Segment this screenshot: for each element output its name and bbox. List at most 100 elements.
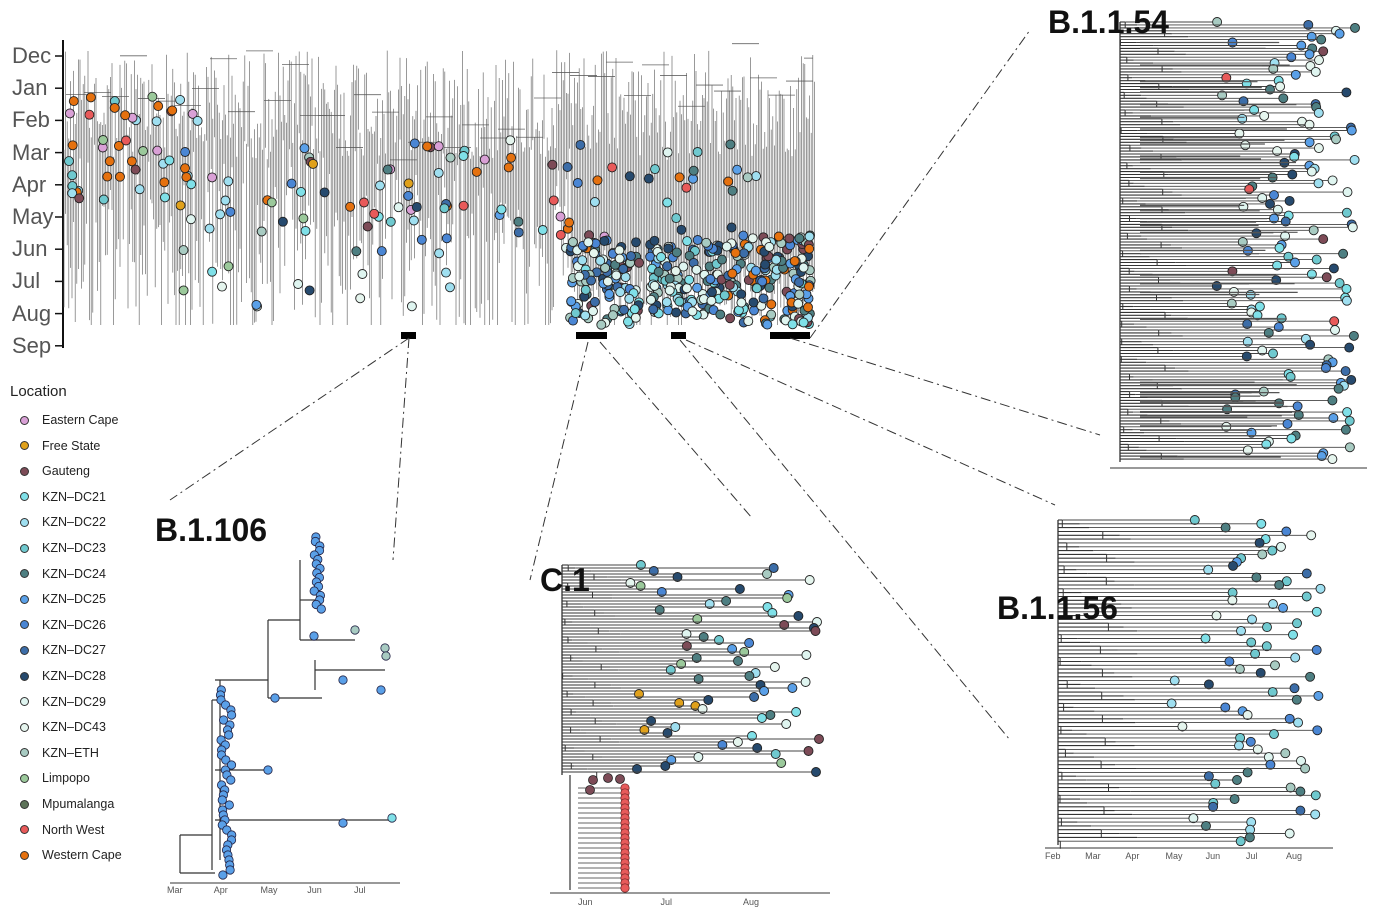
tip-dot <box>1220 702 1231 713</box>
legend-swatch <box>20 569 29 579</box>
tip-dot <box>624 171 635 182</box>
tip-dot <box>1262 622 1272 633</box>
tip-dot <box>1227 595 1238 606</box>
clade-label-b1156: B.1.1.56 <box>997 590 1118 626</box>
tip-dot <box>496 204 507 215</box>
tip-dot <box>1301 591 1312 602</box>
tip-dot <box>656 252 667 262</box>
tip-dot <box>794 277 805 288</box>
tip-dot <box>64 108 75 119</box>
tip-dot <box>1244 832 1255 843</box>
tip-dot <box>615 287 626 298</box>
tip-dot <box>441 233 452 244</box>
tip-dot <box>1340 366 1351 377</box>
tip-dot <box>67 140 78 151</box>
tip-dot <box>1242 445 1253 456</box>
tip-dot <box>503 162 514 173</box>
legend-swatch <box>20 645 29 655</box>
tip-dot <box>1285 371 1296 382</box>
tip-dot <box>727 185 738 196</box>
tip-dot <box>747 731 757 741</box>
tip-dot <box>458 200 469 211</box>
tip-dot <box>649 280 660 291</box>
tip-dot <box>1301 568 1312 579</box>
tip-dot <box>691 264 702 275</box>
legend-swatch <box>20 441 29 451</box>
tip-dot <box>1331 134 1341 145</box>
axis-tick-label: Feb <box>1045 851 1061 861</box>
tip-dot <box>1313 178 1324 189</box>
tip-dot <box>811 767 821 777</box>
tip-dot <box>298 213 309 224</box>
tip-dot <box>580 284 591 295</box>
tip-dot <box>715 309 726 320</box>
legend-label: KZN–DC29 <box>42 694 106 709</box>
tip-dot <box>296 186 306 197</box>
tip-dot <box>619 304 629 315</box>
tip-dot <box>120 110 131 121</box>
tip-dot <box>1285 782 1296 793</box>
tip-dot <box>1220 522 1231 533</box>
tip-dot <box>1341 207 1352 218</box>
tip-dot <box>681 182 692 193</box>
tip-dot <box>256 226 267 237</box>
tip-dot <box>603 773 613 783</box>
tip-dot <box>121 135 131 146</box>
tip-dot <box>1228 560 1238 571</box>
tip-dot <box>1340 424 1351 435</box>
tip-dot <box>1284 195 1295 206</box>
tip-dot <box>1280 748 1291 759</box>
tip-dot <box>632 764 642 774</box>
tip-dot <box>304 285 315 296</box>
clade-marker-bar <box>576 332 607 339</box>
tip-dot <box>803 746 814 756</box>
tip-dot <box>416 234 427 245</box>
tip-dot <box>671 307 682 318</box>
tip-dot <box>1256 518 1267 529</box>
tip-dot <box>730 247 741 258</box>
tip-dot <box>1252 744 1263 755</box>
legend-item: KZN–DC29 <box>20 692 106 712</box>
tip-dot <box>1242 767 1253 778</box>
tip-dot <box>719 290 730 301</box>
tip-dot <box>604 289 615 300</box>
tip-dot <box>585 785 595 795</box>
tip-dot <box>1258 386 1269 397</box>
tip-dot <box>1344 415 1355 426</box>
tip-dot <box>787 683 798 693</box>
tip-dot <box>1249 105 1260 115</box>
tip-dot <box>692 147 703 157</box>
legend-label: KZN–DC28 <box>42 669 106 683</box>
tip-dot <box>175 94 186 105</box>
tip-dot <box>1341 295 1352 306</box>
tip-dot <box>764 282 775 293</box>
tip-dot <box>793 298 804 309</box>
tip-dot <box>1338 248 1349 259</box>
tip-dot <box>698 632 709 642</box>
tip-dot <box>674 698 685 708</box>
legend-item: KZN–DC22 <box>20 512 106 532</box>
tip-dot <box>801 650 812 660</box>
tip-dot <box>433 167 444 178</box>
tip-dot <box>1304 119 1315 130</box>
tip-dot <box>1234 664 1245 675</box>
tip-dot <box>1310 809 1321 820</box>
tip-dot <box>1280 231 1291 242</box>
tip-dot <box>180 147 191 157</box>
tip-dot <box>703 695 714 705</box>
tip-dot <box>338 675 348 685</box>
tip-dot <box>547 159 558 170</box>
tip-dot <box>1306 31 1317 42</box>
tip-dot <box>225 206 236 217</box>
tip-dot <box>1293 717 1304 728</box>
tip-dot <box>1303 19 1314 30</box>
tip-dot <box>1254 301 1265 312</box>
tip-dot <box>1313 690 1324 701</box>
tip-dot <box>624 293 635 304</box>
tip-dot <box>1290 257 1300 268</box>
tip-dot <box>471 166 482 177</box>
tip-dot <box>286 178 297 189</box>
tip-dot <box>1341 283 1352 294</box>
legend-label: KZN–DC24 <box>42 566 106 581</box>
tip-dot <box>727 644 738 654</box>
